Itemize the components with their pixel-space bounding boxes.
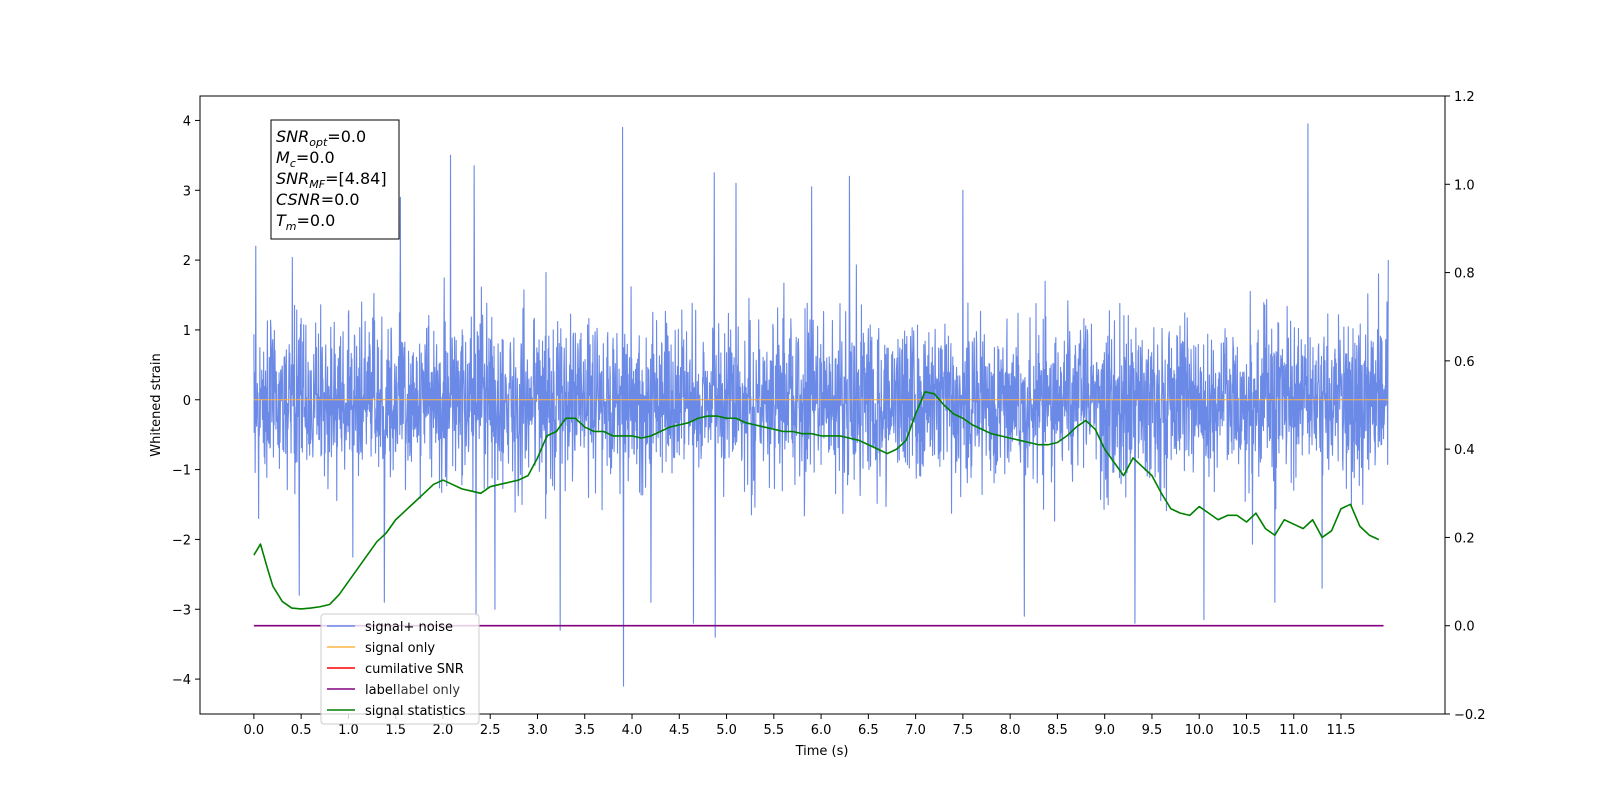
x-tick-label: 7.5 xyxy=(953,723,974,738)
legend-entry: label xyxy=(365,683,396,698)
y-tick-label: −4 xyxy=(172,673,191,688)
y2-tick-label: 0.4 xyxy=(1454,443,1475,458)
x-tick-label: 6.0 xyxy=(811,723,832,738)
x-tick-label: 4.0 xyxy=(622,723,643,738)
y-axis-title: Whitened strain xyxy=(149,353,164,456)
x-tick-label: 10.5 xyxy=(1232,723,1261,738)
x-tick-label: 9.0 xyxy=(1094,723,1115,738)
x-tick-label: 5.0 xyxy=(716,723,737,738)
annotation-line: SNRopt=0.0 xyxy=(276,127,366,149)
x-tick-label: 11.0 xyxy=(1279,723,1308,738)
y-tick-label: 2 xyxy=(183,254,191,269)
y-tick-label: 4 xyxy=(183,114,191,129)
x-tick-label: 2.5 xyxy=(480,723,501,738)
legend-entry: signal+ noise xyxy=(365,620,453,635)
y-tick-label: 1 xyxy=(183,324,191,339)
y-axis-right: −0.2 0.0 0.2 0.4 0.6 0.8 1.0 1.2 xyxy=(1445,90,1486,723)
x-tick-label: 4.5 xyxy=(669,723,690,738)
x-axis: 0.0 0.5 1.0 1.5 2.0 2.5 3.0 3.5 4.0 4.5 5.0 5.5 6.0 6… xyxy=(244,714,1356,738)
x-tick-label: 9.5 xyxy=(1142,723,1163,738)
x-tick-label: 6.5 xyxy=(858,723,879,738)
y-tick-label: 0 xyxy=(183,394,191,409)
legend: signal+ noise signal only cumilative SNR la… xyxy=(320,613,480,725)
x-tick-label: 0.0 xyxy=(244,723,265,738)
annotation-line: Tm=0.0 xyxy=(276,211,335,233)
y-tick-label: 3 xyxy=(183,184,191,199)
series-signal-statistics xyxy=(253,390,1380,610)
legend-entry: signal statistics xyxy=(365,704,466,719)
y-tick-label: −1 xyxy=(172,464,191,479)
y2-tick-label: 0.2 xyxy=(1454,531,1475,546)
series-signal-noise xyxy=(253,123,1389,687)
x-tick-label: 7.0 xyxy=(905,723,926,738)
y2-tick-label: 1.2 xyxy=(1454,90,1475,105)
x-tick-label: 8.0 xyxy=(1000,723,1021,738)
legend-overlap-text: label only xyxy=(397,683,460,698)
y2-tick-label: −0.2 xyxy=(1454,708,1486,723)
x-tick-label: 11.5 xyxy=(1327,723,1356,738)
annotation-line: SNRMF=[4.84] xyxy=(276,169,387,191)
annotation-line: Mc=0.0 xyxy=(276,148,335,170)
y-tick-label: −3 xyxy=(172,603,191,618)
y2-tick-label: 0.8 xyxy=(1454,267,1475,282)
x-tick-label: 0.5 xyxy=(291,723,312,738)
y-axis-left: −4 −3 −2 −1 0 1 2 3 4 xyxy=(172,114,200,688)
y2-tick-label: 1.0 xyxy=(1454,178,1475,193)
x-tick-label: 3.5 xyxy=(574,723,595,738)
x-tick-label: 2.0 xyxy=(433,723,454,738)
plot-frame xyxy=(199,95,1446,715)
x-axis-title: Time (s) xyxy=(795,744,849,759)
legend-entry: signal only xyxy=(365,641,435,656)
x-tick-label: 1.0 xyxy=(338,723,359,738)
x-tick-label: 5.5 xyxy=(763,723,784,738)
y2-tick-label: 0.6 xyxy=(1454,355,1475,370)
x-tick-label: 3.0 xyxy=(527,723,548,738)
y-tick-label: −2 xyxy=(172,533,191,548)
annotation-line: CSNR=0.0 xyxy=(276,190,360,209)
legend-entry: cumilative SNR xyxy=(365,662,464,677)
legend-frame xyxy=(320,613,480,725)
x-tick-label: 1.5 xyxy=(385,723,406,738)
x-tick-label: 8.5 xyxy=(1047,723,1068,738)
y2-tick-label: 0.0 xyxy=(1454,620,1475,635)
x-tick-label: 10.0 xyxy=(1185,723,1214,738)
annotation-frame xyxy=(270,119,400,240)
